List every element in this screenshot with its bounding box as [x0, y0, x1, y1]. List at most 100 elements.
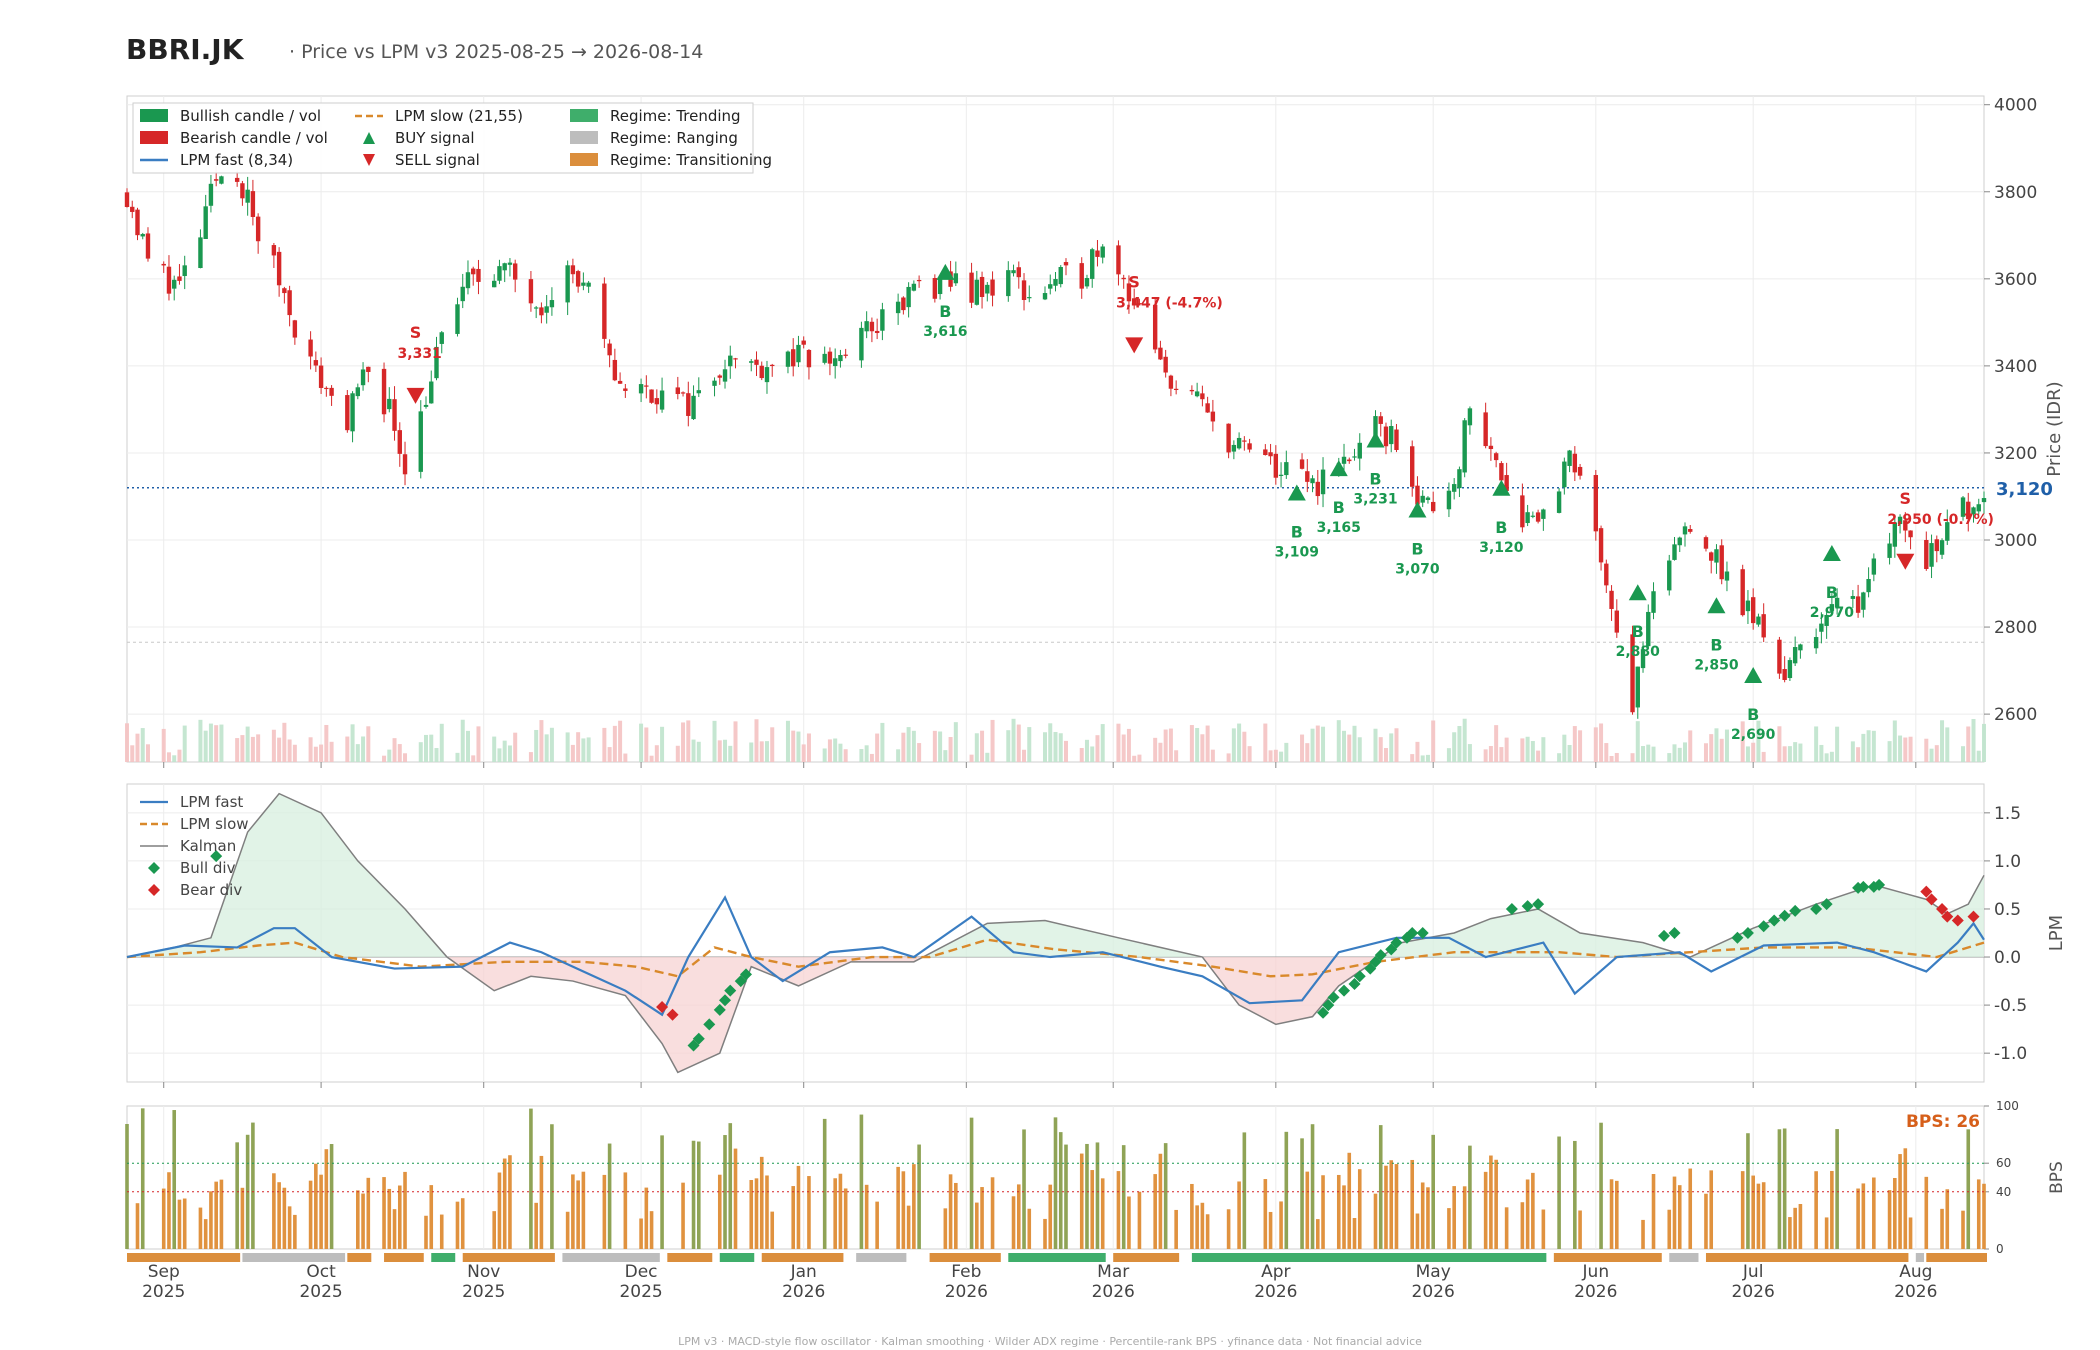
lpm-axis-label: LPM: [2046, 915, 2067, 951]
bps-bar: [1121, 1145, 1126, 1249]
candle-body: [1960, 497, 1966, 517]
bps-bar: [1557, 1136, 1561, 1249]
candle-body: [1635, 666, 1640, 708]
bps-bar: [1945, 1189, 1950, 1249]
candle-body: [1855, 596, 1861, 613]
x-tick-year: 2026: [945, 1282, 988, 1302]
candle-body: [691, 395, 696, 420]
candle-body: [1383, 426, 1389, 447]
bps-bar: [1782, 1128, 1787, 1249]
bps-bar: [356, 1190, 360, 1249]
candle-body: [1079, 263, 1084, 289]
candle-body: [1756, 616, 1761, 625]
last-price-label: 3,120: [1996, 479, 2053, 500]
volume-bar: [1829, 751, 1834, 762]
candle-body: [1173, 388, 1179, 391]
candle-body: [1347, 459, 1352, 462]
volume-bar: [256, 734, 261, 762]
bps-bar: [1195, 1205, 1199, 1249]
volume-bar: [1462, 718, 1467, 762]
buy-signal-marker: [1822, 545, 1841, 562]
candle-body: [953, 273, 959, 284]
regime-segment-trending: [719, 1253, 755, 1262]
candle-body: [985, 284, 990, 294]
candle-body: [282, 288, 287, 294]
volume-bar: [397, 744, 402, 762]
bps-bar: [1898, 1154, 1902, 1249]
volume-bar: [1205, 725, 1210, 762]
buy-signal: B 2,690: [1731, 666, 1776, 743]
volume-bar: [245, 726, 250, 762]
legend-swatch: [363, 154, 375, 166]
candle-body: [1714, 549, 1719, 563]
candle-body: [570, 265, 576, 275]
bps-bar: [901, 1171, 906, 1249]
candle-body: [1493, 453, 1499, 461]
buy-signal-price: 2,690: [1731, 727, 1776, 743]
candle-body: [1011, 270, 1016, 274]
bps-bar: [293, 1214, 297, 1249]
bps-bar: [1835, 1129, 1839, 1249]
bps-bar: [198, 1207, 203, 1249]
volume-bar: [455, 752, 460, 762]
candle-body: [308, 339, 313, 357]
bps-bar: [287, 1206, 292, 1249]
candle-body: [916, 279, 922, 282]
bps-bar: [623, 1172, 628, 1249]
candle-body: [759, 365, 764, 379]
candle-body: [1048, 284, 1053, 289]
bps-bar: [1793, 1207, 1797, 1249]
volume-bar: [1614, 752, 1619, 762]
buy-signal-letter: B: [1291, 523, 1303, 542]
bps-bar: [1908, 1217, 1913, 1249]
bps-bar: [791, 1186, 796, 1249]
candles: [124, 166, 1987, 719]
candle-body: [1598, 528, 1604, 563]
price-tick-label: 2800: [1994, 618, 2037, 638]
bps-bar: [1011, 1196, 1016, 1249]
volume-bar: [660, 726, 665, 762]
bps-bar: [1027, 1208, 1032, 1249]
bps-bar: [1761, 1182, 1766, 1249]
candle-body: [1341, 456, 1347, 464]
regime-segment-transitioning: [1873, 1253, 1909, 1262]
bps-bar: [382, 1177, 386, 1249]
bps-bar: [1447, 1208, 1451, 1249]
x-axis: Sep2025Oct2025Nov2025Dec2025Jan2026Feb20…: [142, 762, 1937, 1302]
bps-bar: [607, 1143, 612, 1249]
candle-body: [770, 364, 775, 367]
candle-body: [901, 297, 906, 311]
candle-body: [502, 263, 507, 271]
bps-bar: [1352, 1218, 1357, 1249]
bps-bar: [581, 1171, 586, 1249]
candle-body: [1939, 540, 1945, 555]
candle-body: [1850, 596, 1856, 599]
volume-bar: [1174, 750, 1179, 762]
candle-body: [1640, 649, 1646, 669]
volume-bar: [240, 735, 245, 762]
volume-bar: [324, 724, 329, 762]
volume-bar: [581, 738, 586, 762]
candle-body: [381, 368, 387, 415]
volume-bar: [403, 753, 408, 762]
candle-body: [843, 354, 848, 356]
bps-bar: [1284, 1131, 1289, 1249]
regime-segment-trending: [431, 1253, 456, 1262]
candle-body: [539, 307, 544, 316]
candle-body: [869, 321, 875, 332]
bull-div-marker: [1668, 927, 1681, 939]
volume-bar: [917, 743, 922, 762]
candle-body: [1792, 647, 1798, 664]
regime-segment-transitioning: [761, 1253, 844, 1262]
x-tick-year: 2025: [142, 1282, 185, 1302]
candle-body: [1016, 267, 1021, 278]
candle-body: [1273, 453, 1279, 478]
volume-bar: [177, 749, 182, 762]
volume-bar: [1646, 744, 1651, 762]
candle-body: [460, 286, 465, 302]
bps-bar: [429, 1185, 434, 1249]
candle-body: [1499, 463, 1504, 481]
bps-bar: [182, 1198, 187, 1249]
volume-bar: [497, 748, 502, 762]
volume-bar: [770, 727, 775, 762]
